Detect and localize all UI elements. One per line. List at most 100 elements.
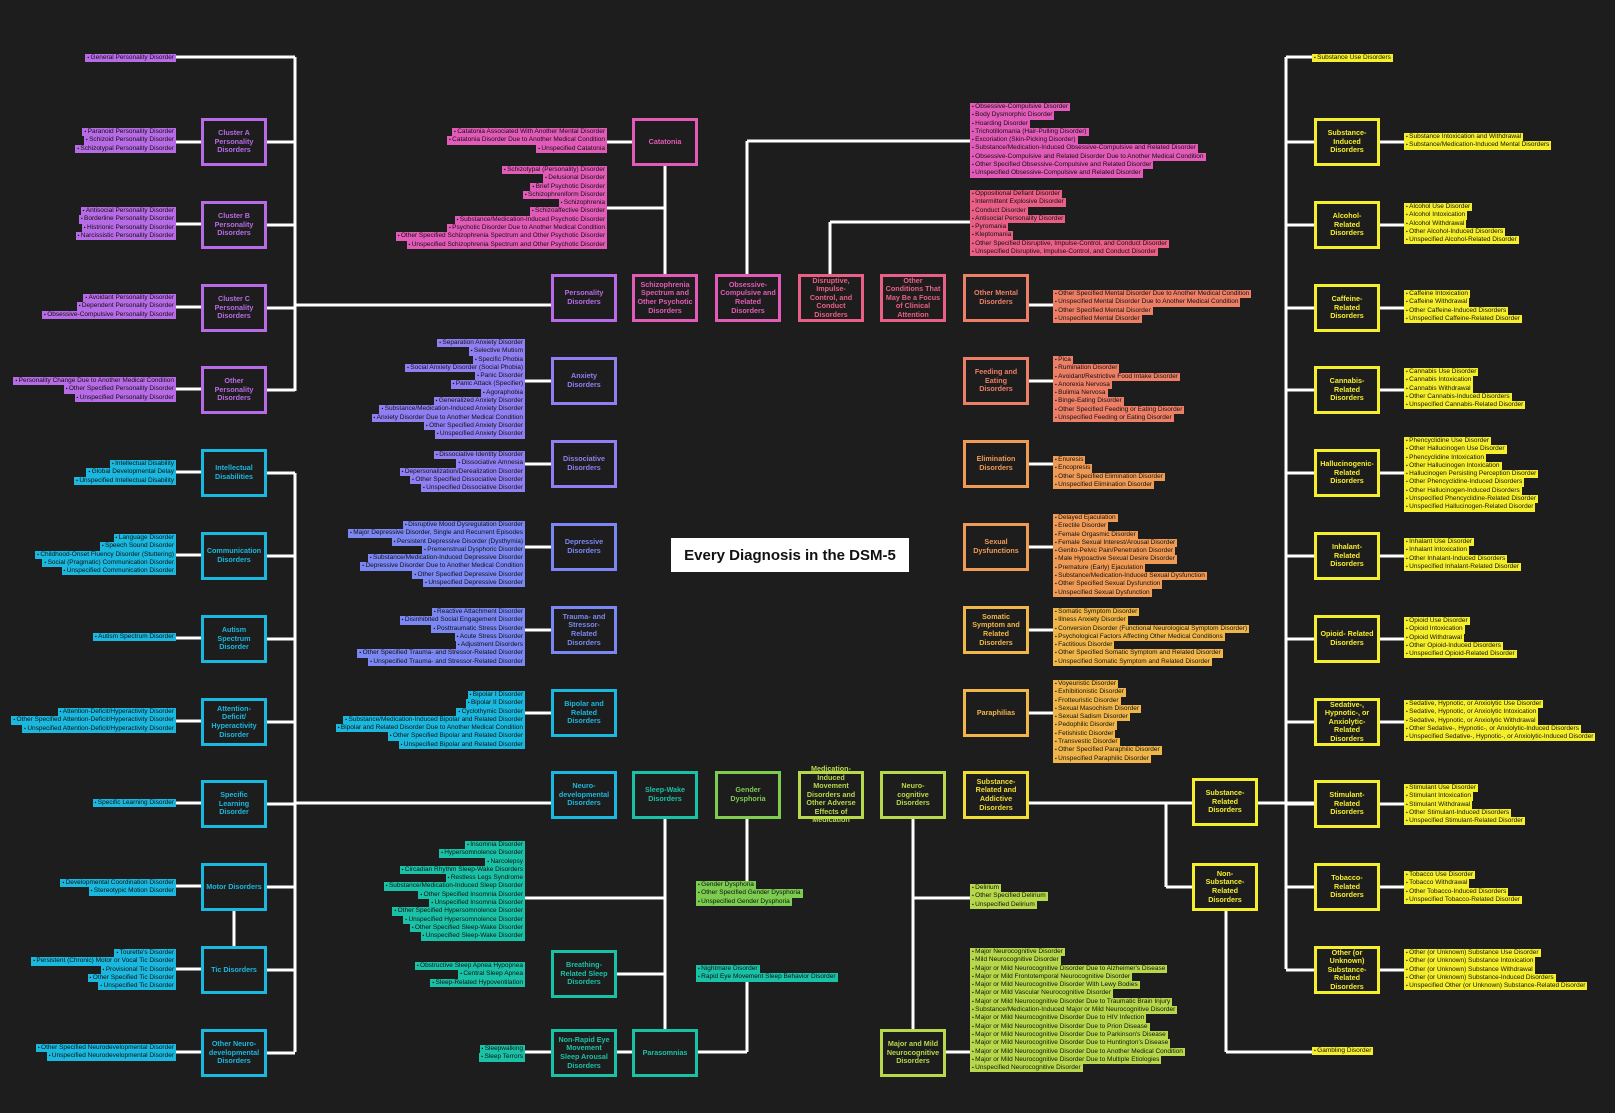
alcohol-node: Alcohol- Related Disorders [1314, 201, 1380, 249]
diagnosis-label: Cannabis Withdrawal [1404, 384, 1473, 393]
diagnosis-label: Major Depressive Disorder, Single and Re… [348, 529, 525, 538]
bipolar-node: Bipolar and Related Disorders [551, 689, 617, 737]
diagnosis-label: Other Inhalant-Induced Disorders [1404, 554, 1508, 563]
ocd-diagnosis-list: Obsessive-Compulsive DisorderBody Dysmor… [970, 103, 1206, 178]
diagnosis-label: Autism Spectrum Disorder [92, 633, 176, 642]
diagnosis-label: Depersonalization/Derealization Disorder [399, 467, 525, 476]
diagnosis-label: Pica [1053, 356, 1073, 365]
diagnosis-label: Alcohol Withdrawal [1404, 219, 1467, 228]
diagnosis-label: Other Specified Schizophrenia Spectrum a… [395, 232, 607, 241]
diagnosis-label: Unspecified Tic Disorder [98, 982, 176, 991]
diagnosis-label: Major or Mild Neurocognitive Disorder Wi… [970, 981, 1140, 990]
diagnosis-label: Unspecified Disruptive, Impulse-Control,… [970, 248, 1159, 257]
paraphilias-node: Paraphilias [963, 689, 1029, 737]
diagnosis-label: Acute Stress Disorder [454, 632, 525, 642]
diagnosis-label: Schizotypal (Personality) Disorder [501, 166, 607, 175]
diagnosis-label: Narcissistic Personality Disorder [75, 231, 176, 241]
diagnosis-label: Obsessive-Compulsive and Related Disorde… [970, 152, 1206, 162]
diagnosis-label: Schizophrenia [558, 199, 607, 208]
diagnosis-label: Other Specified Sleep-Wake Disorder [409, 923, 525, 933]
diagnosis-label: Other Specified Elimination Disorder [1053, 472, 1165, 481]
diagnosis-label: Other Hallucinogen-Induced Disorders [1404, 486, 1522, 496]
diagnosis-label: Stimulant Withdrawal [1404, 800, 1473, 809]
diagnosis-label: Sexual Sadism Disorder [1053, 713, 1130, 722]
diagnosis-label: Stimulant Intoxication [1404, 792, 1473, 801]
diagnosis-label: Cannabis Intoxication [1404, 376, 1474, 385]
diagnosis-label: Bipolar I Disorder [467, 691, 525, 700]
diagnosis-label: Sedative, Hypnotic, or Anxiolytic Use Di… [1404, 700, 1544, 709]
diagnosis-label: Major Neurocognitive Disorder [970, 948, 1065, 957]
diagnosis-label: Substance/Medication-Induced Bipolar and… [343, 715, 525, 725]
diagnosis-label: Unspecified Sedative-, Hypnotic-, or Anx… [1404, 733, 1596, 742]
diagnosis-label: Unspecified Anxiety Disorder [434, 430, 525, 439]
adhd-diagnosis-list: Attention-Deficit/Hyperactivity Disorder… [11, 708, 176, 733]
diagnosis-label: Major or Mild Neurocognitive Disorder Du… [970, 964, 1168, 973]
alcohol-diagnosis-list: Alcohol Use DisorderAlcohol Intoxication… [1404, 203, 1519, 245]
diagnosis-label: Hypersomnolence Disorder [439, 849, 525, 858]
diagnosis-label: Sleep-Related Hypoventilation [430, 978, 525, 987]
diagnosis-label: Unspecified Schizophrenia Spectrum and O… [406, 240, 607, 249]
dissociative-diagnosis-list: Dissociative Identity DisorderDissociati… [399, 451, 525, 493]
diagnosis-label: Sleepwalking [479, 1045, 525, 1054]
halluc-node: Hallucinogenic- Related Disorders [1314, 449, 1380, 497]
diagnosis-label: Major or Mild Neurocognitive Disorder Du… [970, 1022, 1150, 1031]
diagnosis-label: Schizoaffective Disorder [529, 207, 607, 216]
halluc-diagnosis-list: Phencyclidine Use DisorderOther Hallucin… [1404, 437, 1539, 512]
clusterB-node: Cluster B Personality Disorders [201, 201, 267, 249]
diagnosis-label: Caffeine Intoxication [1404, 290, 1470, 299]
diagnosis-label: Circadian Rhythm Sleep-Wake Disorders [399, 865, 525, 875]
diagnosis-label: Kleptomania [970, 231, 1014, 240]
diagnosis-label: Unspecified Mental Disorder [1053, 314, 1142, 324]
diagnosis-label: Separation Anxiety Disorder [437, 339, 525, 348]
parasom-diagnosis-list: Nightmare DisorderRapid Eye Movement Sle… [696, 965, 838, 982]
diagnosis-label: Panic Attack (Specifier) [450, 380, 525, 389]
cannabis-node: Cannabis- Related Disorders [1314, 366, 1380, 414]
clusterC-diagnosis-list: Avoidant Personality DisorderDependent P… [42, 294, 176, 319]
diagnosis-label: Phencyclidine Intoxication [1404, 453, 1486, 462]
diagnosis-label: Obstructive Sleep Apnea Hypopnea [414, 962, 525, 971]
diagnosis-label: Factitious Disorder [1053, 641, 1115, 650]
diagnosis-label: Tobacco Use Disorder [1404, 871, 1476, 880]
otherSubst-diagnosis-list: Other (or Unknown) Substance Use Disorde… [1404, 949, 1588, 991]
diagnosis-label: Borderline Personality Disorder [78, 215, 176, 224]
diagnosis-label: Restless Legs Syndrome [445, 874, 525, 883]
diagnosis-label: Disinhibited Social Engagement Disorder [399, 616, 525, 625]
diagnosis-label: Reactive Attachment Disorder [431, 608, 525, 617]
diagnosis-label: Antisocial Personality Disorder [970, 214, 1066, 224]
diagnosis-label: Pedophilic Disorder [1053, 721, 1117, 730]
diagnosis-label: Gambling Disorder [1312, 1047, 1374, 1056]
diagnosis-label: Posttraumatic Stress Disorder [431, 624, 525, 633]
diagnosis-label: Substance/Medication-Induced Obsessive-C… [970, 144, 1198, 153]
disruptive-diagnosis-list: Oppositional Defiant DisorderIntermitten… [970, 190, 1170, 257]
diagnosis-label: Unspecified Inhalant-Related Disorder [1404, 562, 1522, 572]
opioid-node: Opioid- Related Disorders [1314, 615, 1380, 663]
disruptive-node: Disruptive, Impulse-Control, and Conduct… [798, 274, 864, 322]
diagnosis-label: Somatic Symptom Disorder [1053, 608, 1140, 617]
majorNeuro-diagnosis-list: Major Neurocognitive DisorderMild Neuroc… [970, 948, 1185, 1073]
adhd-node: Attention-Deficit/ Hyperactivity Disorde… [201, 698, 267, 746]
nonSubst-node: Non- Substance- Related Disorders [1192, 863, 1258, 911]
diagnosis-label: Dissociative Identity Disorder [434, 451, 525, 460]
diagnosis-label: Pyromania [970, 223, 1009, 232]
diagnosis-label: Voyeuristic Disorder [1053, 680, 1118, 689]
gender-node: Gender Dysphoria [715, 771, 781, 819]
diagnosis-label: Other Tobacco-Induced Disorders [1404, 887, 1509, 896]
diagnosis-label: Enuresis [1053, 456, 1086, 465]
diagnosis-label: Premature (Early) Ejaculation [1053, 563, 1146, 573]
diagnosis-label: Specific Learning Disorder [92, 799, 176, 808]
sedative-node: Sedative-, Hypnotic-, or Anxiolytic- Rel… [1314, 698, 1380, 746]
sld-diagnosis-list: Specific Learning Disorder [92, 799, 176, 808]
diagnosis-label: Catatonia Associated With Another Mental… [452, 128, 607, 137]
schizo-diagnosis-list: Schizotypal (Personality) DisorderDelusi… [395, 166, 607, 249]
diagnosis-label: Agoraphobia [480, 388, 525, 398]
catatonia-node: Catatonia [632, 118, 698, 166]
diagnosis-label: Paranoid Personality Disorder [82, 128, 176, 137]
diagnosis-label: Other Hallucinogen Intoxication [1404, 461, 1502, 471]
diagnosis-label: Unspecified Phencyclidine-Related Disord… [1404, 495, 1538, 504]
substInduced-node: Substance- Induced Disorders [1314, 118, 1380, 166]
diagnosis-label: Other Specified Bipolar and Related Diso… [387, 732, 525, 741]
diagnosis-label: Rapid Eye Movement Sleep Behavior Disord… [696, 973, 838, 982]
diagnosis-label: Unspecified Elimination Disorder [1053, 480, 1155, 490]
diagnosis-label: Schizoid Personality Disorder [83, 136, 176, 145]
diagnosis-label: Dependent Personality Disorder [76, 302, 176, 311]
